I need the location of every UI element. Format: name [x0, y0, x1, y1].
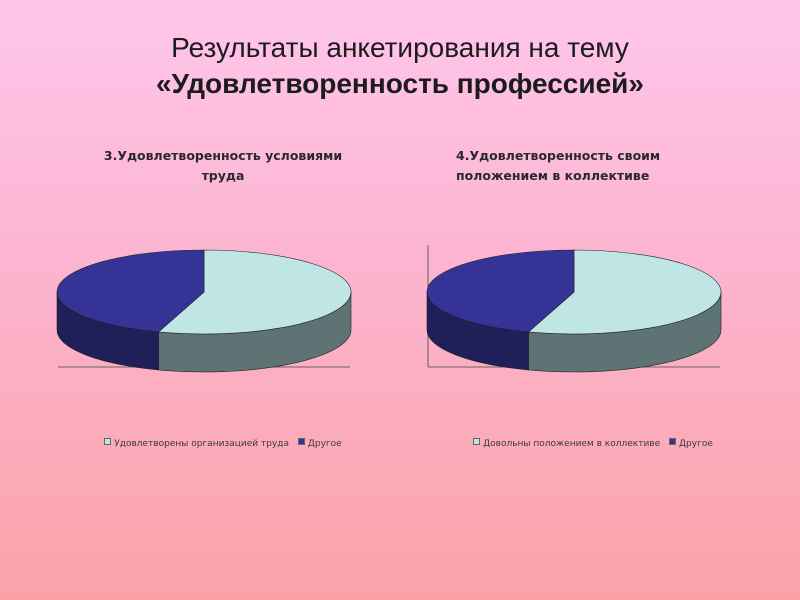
chart-2-legend-item-2: Другое: [669, 438, 713, 449]
chart-2-legend-swatch-1: [473, 438, 481, 445]
chart-2-legend-item-1: Довольны положением в коллективе: [473, 438, 660, 449]
chart-2-legend-swatch-2: [669, 438, 677, 445]
chart-2-title-line2: положением в коллективе: [456, 168, 650, 183]
chart-1-legend-swatch-1: [104, 438, 112, 445]
chart-2-legend-label-2: Другое: [679, 439, 713, 449]
chart-2-legend: Довольны положением в коллективе Другое: [428, 438, 758, 449]
slide-title-line1: Результаты анкетирования на тему: [171, 32, 629, 63]
chart-2-slice-1: [527, 249, 722, 335]
chart-1-slice-2: [56, 249, 205, 333]
chart-1-legend-item-2: Другое: [297, 438, 342, 449]
chart-2: 4.Удовлетворенность своим положением в к…: [426, 140, 758, 460]
slide-title-line2: «Удовлетворенность профессией»: [156, 68, 644, 99]
slide-title: Результаты анкетирования на тему «Удовле…: [0, 30, 800, 102]
chart-1-pie: [56, 249, 352, 373]
chart-1-legend: Удовлетворены организацией труда Другое: [58, 438, 388, 449]
chart-2-legend-label-1: Довольны положением в коллективе: [483, 439, 661, 449]
chart-1-title-line2: труда: [201, 168, 245, 183]
chart-1-legend-label-1: Удовлетворены организацией труда: [114, 439, 289, 449]
chart-2-slice-2: [426, 249, 575, 333]
chart-1-legend-label-2: Другое: [307, 439, 342, 449]
chart-2-pie: [426, 245, 722, 373]
chart-1-slice-1: [157, 249, 352, 335]
chart-1-title-line1: 3.Удовлетворенность условиями: [103, 148, 343, 163]
chart-1-legend-item-1: Удовлетворены организацией труда: [104, 438, 289, 449]
chart-2-title-line1: 4.Удовлетворенность своим: [456, 148, 661, 163]
chart-1: 3.Удовлетворенность условиями труда Удов…: [56, 140, 388, 460]
chart-1-title: 3.Удовлетворенность условиями труда: [58, 146, 388, 186]
chart-2-title: 4.Удовлетворенность своим положением в к…: [456, 146, 756, 186]
chart-1-legend-swatch-2: [297, 438, 305, 445]
